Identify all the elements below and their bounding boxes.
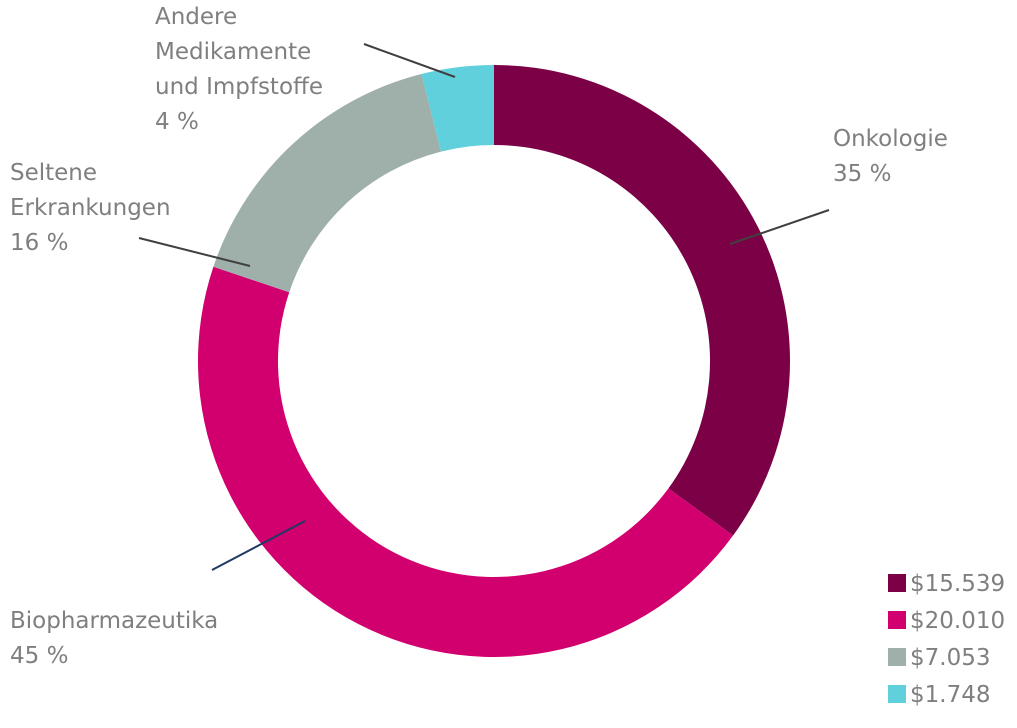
slice-name-line-andere-medikamente: Andere: [155, 4, 237, 30]
slice-labels: Onkologie 35 % Biopharmazeutika 45 % Seltene…: [10, 4, 948, 669]
legend-swatch-andere-medikamente: [888, 685, 906, 703]
slice-name-line-andere-medikamente: Medikamente: [155, 39, 311, 65]
legend-label-seltene-erkrankungen: $7.053: [910, 645, 990, 671]
legend-swatch-biopharmazeutika: [888, 611, 906, 629]
slice-name-line-onkologie: Onkologie: [833, 126, 948, 152]
legend-swatch-seltene-erkrankungen: [888, 648, 906, 666]
leader-line-seltene-erkrankungen: [138, 237, 251, 267]
slice-name-line-andere-medikamente: und Impfstoffe: [155, 74, 323, 100]
slice-label-biopharmazeutika: Biopharmazeutika 45 %: [10, 608, 218, 669]
donut-slices: [198, 65, 790, 658]
slice-andere-medikamente: [421, 65, 494, 152]
slice-name-line-seltene-erkrankungen: Erkrankungen: [10, 195, 171, 221]
slice-label-andere-medikamente: Andere Medikamente und Impfstoffe 4 %: [155, 4, 323, 135]
legend-swatch-onkologie: [888, 574, 906, 592]
slice-biopharmazeutika: [198, 266, 734, 658]
slice-label-seltene-erkrankungen: Seltene Erkrankungen 16 %: [10, 160, 171, 256]
leader-line-andere-medikamente: [363, 43, 456, 78]
leader-line-biopharmazeutika: [211, 520, 306, 571]
legend-label-onkologie: $15.539: [910, 571, 1005, 597]
legend-label-biopharmazeutika: $20.010: [910, 608, 1005, 634]
slice-seltene-erkrankungen: [213, 74, 442, 293]
leader-lines: [138, 43, 830, 571]
slice-label-onkologie: Onkologie 35 %: [833, 126, 948, 187]
slice-onkologie: [494, 65, 790, 536]
slice-percent-seltene-erkrankungen: 16 %: [10, 230, 68, 256]
slice-name-line-seltene-erkrankungen: Seltene: [10, 160, 97, 186]
slice-percent-andere-medikamente: 4 %: [155, 109, 199, 135]
legend: $15.539 $20.010 $7.053 $1.748: [888, 571, 1005, 708]
slice-percent-biopharmazeutika: 45 %: [10, 643, 68, 669]
legend-label-andere-medikamente: $1.748: [910, 682, 990, 708]
leader-line-onkologie: [729, 209, 830, 245]
slice-name-line-biopharmazeutika: Biopharmazeutika: [10, 608, 218, 634]
slice-percent-onkologie: 35 %: [833, 161, 891, 187]
